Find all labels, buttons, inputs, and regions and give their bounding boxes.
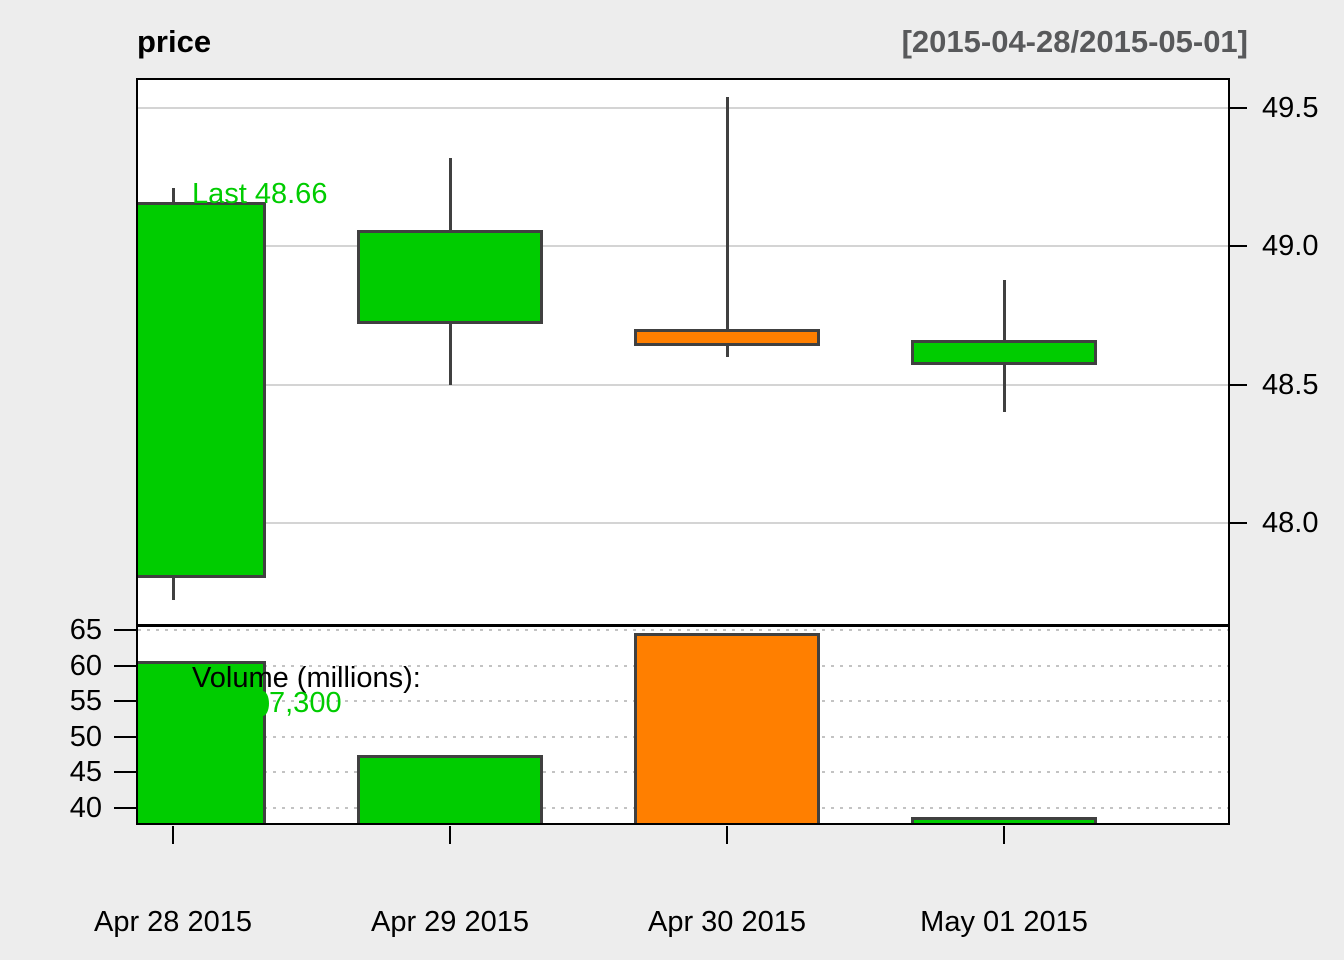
price-panel <box>138 80 1228 624</box>
price-axis-label: 49.5 <box>1262 92 1319 124</box>
volume-axis-tick <box>114 664 136 667</box>
volume-axis-tick <box>114 629 136 631</box>
volume-bar <box>357 754 543 823</box>
volume-axis-tick <box>114 700 136 703</box>
price-axis-label: 49.0 <box>1262 230 1319 263</box>
volume-bar <box>634 632 820 823</box>
volume-axis-label: 40 <box>69 792 102 824</box>
x-axis-tick <box>726 826 728 844</box>
volume-title-label: Volume (millions): <box>192 662 421 694</box>
candle-body <box>911 340 1097 366</box>
last-price-annotation: Last 48.66 <box>192 178 328 210</box>
volume-axis-label: 65 <box>69 614 102 646</box>
candle-body <box>634 329 820 346</box>
candle-wick <box>725 96 729 357</box>
volume-bar <box>138 661 266 823</box>
volume-bar <box>911 817 1097 823</box>
candle-body <box>138 202 266 579</box>
price-axis-tick <box>1230 107 1247 109</box>
price-axis-tick <box>1230 245 1247 248</box>
volume-axis-label: 60 <box>69 649 102 682</box>
x-axis-date-label: Apr 30 2015 <box>647 906 806 938</box>
x-axis-date-label: May 01 2015 <box>920 906 1088 938</box>
volume-axis-tick <box>114 735 136 738</box>
price-gridline <box>138 107 1228 109</box>
volume-axis-tick <box>114 807 136 809</box>
volume-value-label: 7,300 <box>269 687 342 719</box>
price-axis-tick <box>1230 383 1247 386</box>
candle-body <box>357 229 543 324</box>
plot-area: Last 48.66 Volume (millions): 7,300 <box>136 78 1230 825</box>
volume-value-partial-digit <box>260 691 269 716</box>
volume-axis-tick <box>114 771 136 774</box>
price-gridline <box>138 522 1228 524</box>
volume-axis-label: 45 <box>69 756 102 789</box>
volume-gridline <box>138 629 1228 631</box>
x-axis-date-label: Apr 28 2015 <box>93 906 252 938</box>
price-axis-label: 48.5 <box>1262 368 1319 401</box>
price-gridline <box>138 245 1228 248</box>
volume-axis-label: 55 <box>69 685 102 718</box>
x-axis-tick <box>1003 826 1005 844</box>
x-axis-tick <box>172 826 174 844</box>
price-gridline <box>138 383 1228 386</box>
price-axis-tick <box>1230 522 1247 524</box>
price-axis-label: 48.0 <box>1262 507 1319 539</box>
x-axis-date-label: Apr 29 2015 <box>370 906 529 938</box>
x-axis-tick <box>449 826 451 844</box>
volume-panel <box>138 627 1228 823</box>
panel-separator <box>138 624 1228 627</box>
page-title: price <box>137 24 212 59</box>
date-range-label: [2015-04-28/2015-05-01] <box>901 24 1248 59</box>
volume-axis-label: 50 <box>69 720 102 753</box>
